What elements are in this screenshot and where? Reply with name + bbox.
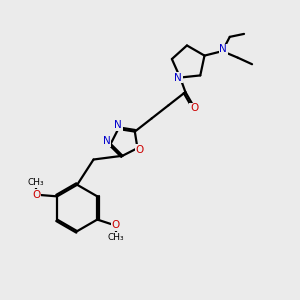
Text: N: N xyxy=(114,120,122,130)
Text: O: O xyxy=(32,190,41,200)
Text: CH₃: CH₃ xyxy=(108,233,124,242)
Text: CH₃: CH₃ xyxy=(28,178,45,187)
Text: O: O xyxy=(190,103,199,113)
Text: N: N xyxy=(219,44,227,54)
Text: N: N xyxy=(103,136,110,146)
Text: N: N xyxy=(174,73,182,82)
Text: O: O xyxy=(112,220,120,230)
Text: O: O xyxy=(135,145,144,155)
